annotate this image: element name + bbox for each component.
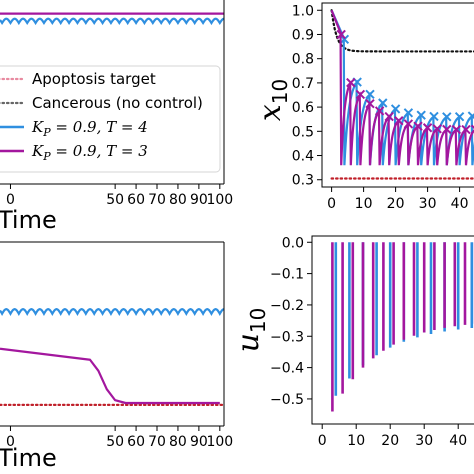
xtick-label: 90 <box>190 192 208 208</box>
dose-marker <box>374 106 385 116</box>
dose-marker <box>394 116 404 126</box>
ytick-label: 1.0 <box>292 3 314 19</box>
frame-top-right <box>321 2 474 188</box>
dose-marker <box>442 124 452 135</box>
ytick-label: −0.1 <box>270 267 304 283</box>
dose-marker <box>416 110 426 120</box>
cancerous-line <box>330 9 474 53</box>
xtick-label: 40 <box>449 433 467 449</box>
plot-area-bottom-right <box>331 242 474 412</box>
xtick-label: 20 <box>381 433 399 449</box>
ytick-label: −0.2 <box>270 298 304 314</box>
plot-area-top-left <box>0 12 224 26</box>
series-line-1 <box>330 9 474 166</box>
xtick-label: 0 <box>6 192 15 208</box>
dose-marker <box>390 104 401 114</box>
xlabel-top-left: Time <box>0 206 57 234</box>
ytick-label: 0.0 <box>282 235 304 251</box>
xtick-label: 10 <box>347 433 365 449</box>
dose-marker <box>470 124 474 134</box>
legend: Apoptosis target Cancerous (no control) KP… <box>0 65 221 173</box>
dose-marker <box>429 111 439 122</box>
dose-marker <box>422 123 433 133</box>
legend-label: Apoptosis target <box>32 70 156 88</box>
legend-label: KP = 0.9, T = 3 <box>31 142 148 163</box>
dose-marker <box>451 124 462 135</box>
xtick-label: 70 <box>148 434 166 450</box>
ytick-label: 0.7 <box>292 76 314 92</box>
legend-label: Cancerous (no control) <box>32 94 203 112</box>
xtick-label: 50 <box>106 434 124 450</box>
dose-marker <box>346 77 356 88</box>
panel-bottom-right: 0 10 20 30 40 0.0 −0.1 −0.2 −0.3 −0.4 −0.5 u10 <box>231 235 474 449</box>
plot-area-bottom-left <box>0 308 224 406</box>
xtick-label: 70 <box>148 192 166 208</box>
dose-marker <box>403 119 414 129</box>
xtick-label: 0 <box>6 434 15 450</box>
ticks-top-right: 0 10 20 30 40 0.3 0.4 0.5 0.6 0.7 0.8 0.9 1.0 <box>292 3 469 212</box>
dose-marker <box>378 98 388 108</box>
dose-marker <box>432 124 442 134</box>
ylabel-top-right: x10 <box>253 79 292 121</box>
xtick-label: 20 <box>387 196 405 212</box>
plot-area-top-right <box>330 9 474 180</box>
xtick-label: 80 <box>169 192 187 208</box>
xtick-label: 90 <box>190 434 208 450</box>
ytick-label: −0.3 <box>270 329 304 345</box>
dose-marker <box>413 121 423 131</box>
dose-marker <box>365 99 375 109</box>
xtick-label: 30 <box>415 433 433 449</box>
ytick-label: 0.3 <box>292 173 314 189</box>
ytick-label: −0.4 <box>270 361 304 377</box>
series-line-1 <box>0 17 224 26</box>
ytick-label: 0.5 <box>292 124 314 140</box>
series-line-0 <box>0 308 224 316</box>
ticks-bottom-right: 0 10 20 30 40 0.0 −0.1 −0.2 −0.3 −0.4 −0.5 <box>270 235 467 449</box>
xtick-label: 60 <box>127 192 145 208</box>
dose-marker <box>461 124 471 135</box>
dose-marker <box>467 111 474 121</box>
dose-marker <box>355 89 366 100</box>
ytick-label: 0.6 <box>292 100 314 116</box>
xtick-label: 100 <box>206 434 233 450</box>
dose-marker <box>403 108 414 118</box>
panel-top-right: 0 10 20 30 40 0.3 0.4 0.5 0.6 0.7 0.8 0.9 1.0 x10 <box>253 2 474 212</box>
ytick-label: 0.9 <box>292 27 314 43</box>
xtick-label: 10 <box>355 196 373 212</box>
xtick-label: 30 <box>419 196 437 212</box>
xtick-label: 0 <box>318 433 327 449</box>
dose-marker <box>442 112 452 122</box>
legend-box <box>0 65 221 173</box>
legend-label: KP = 0.9, T = 4 <box>31 118 148 139</box>
ylabel-bottom-right: u10 <box>231 308 270 353</box>
xlabel-bottom-left: Time <box>0 444 57 472</box>
dose-marker <box>365 89 375 100</box>
dose-marker <box>384 111 394 122</box>
ytick-label: 0.8 <box>292 52 314 68</box>
dose-marker <box>454 111 465 122</box>
xtick-label: 50 <box>106 192 124 208</box>
dose-marker <box>339 34 350 45</box>
xtick-label: 60 <box>127 434 145 450</box>
xtick-label: 0 <box>327 196 336 212</box>
dose-marker <box>336 29 346 40</box>
xtick-label: 100 <box>206 192 233 208</box>
ytick-label: 0.4 <box>292 149 314 165</box>
frame-bottom-right <box>311 235 474 425</box>
xtick-label: 80 <box>169 434 187 450</box>
ytick-label: −0.5 <box>270 392 304 408</box>
series-line-1 <box>0 347 220 405</box>
xtick-label: 40 <box>451 196 469 212</box>
